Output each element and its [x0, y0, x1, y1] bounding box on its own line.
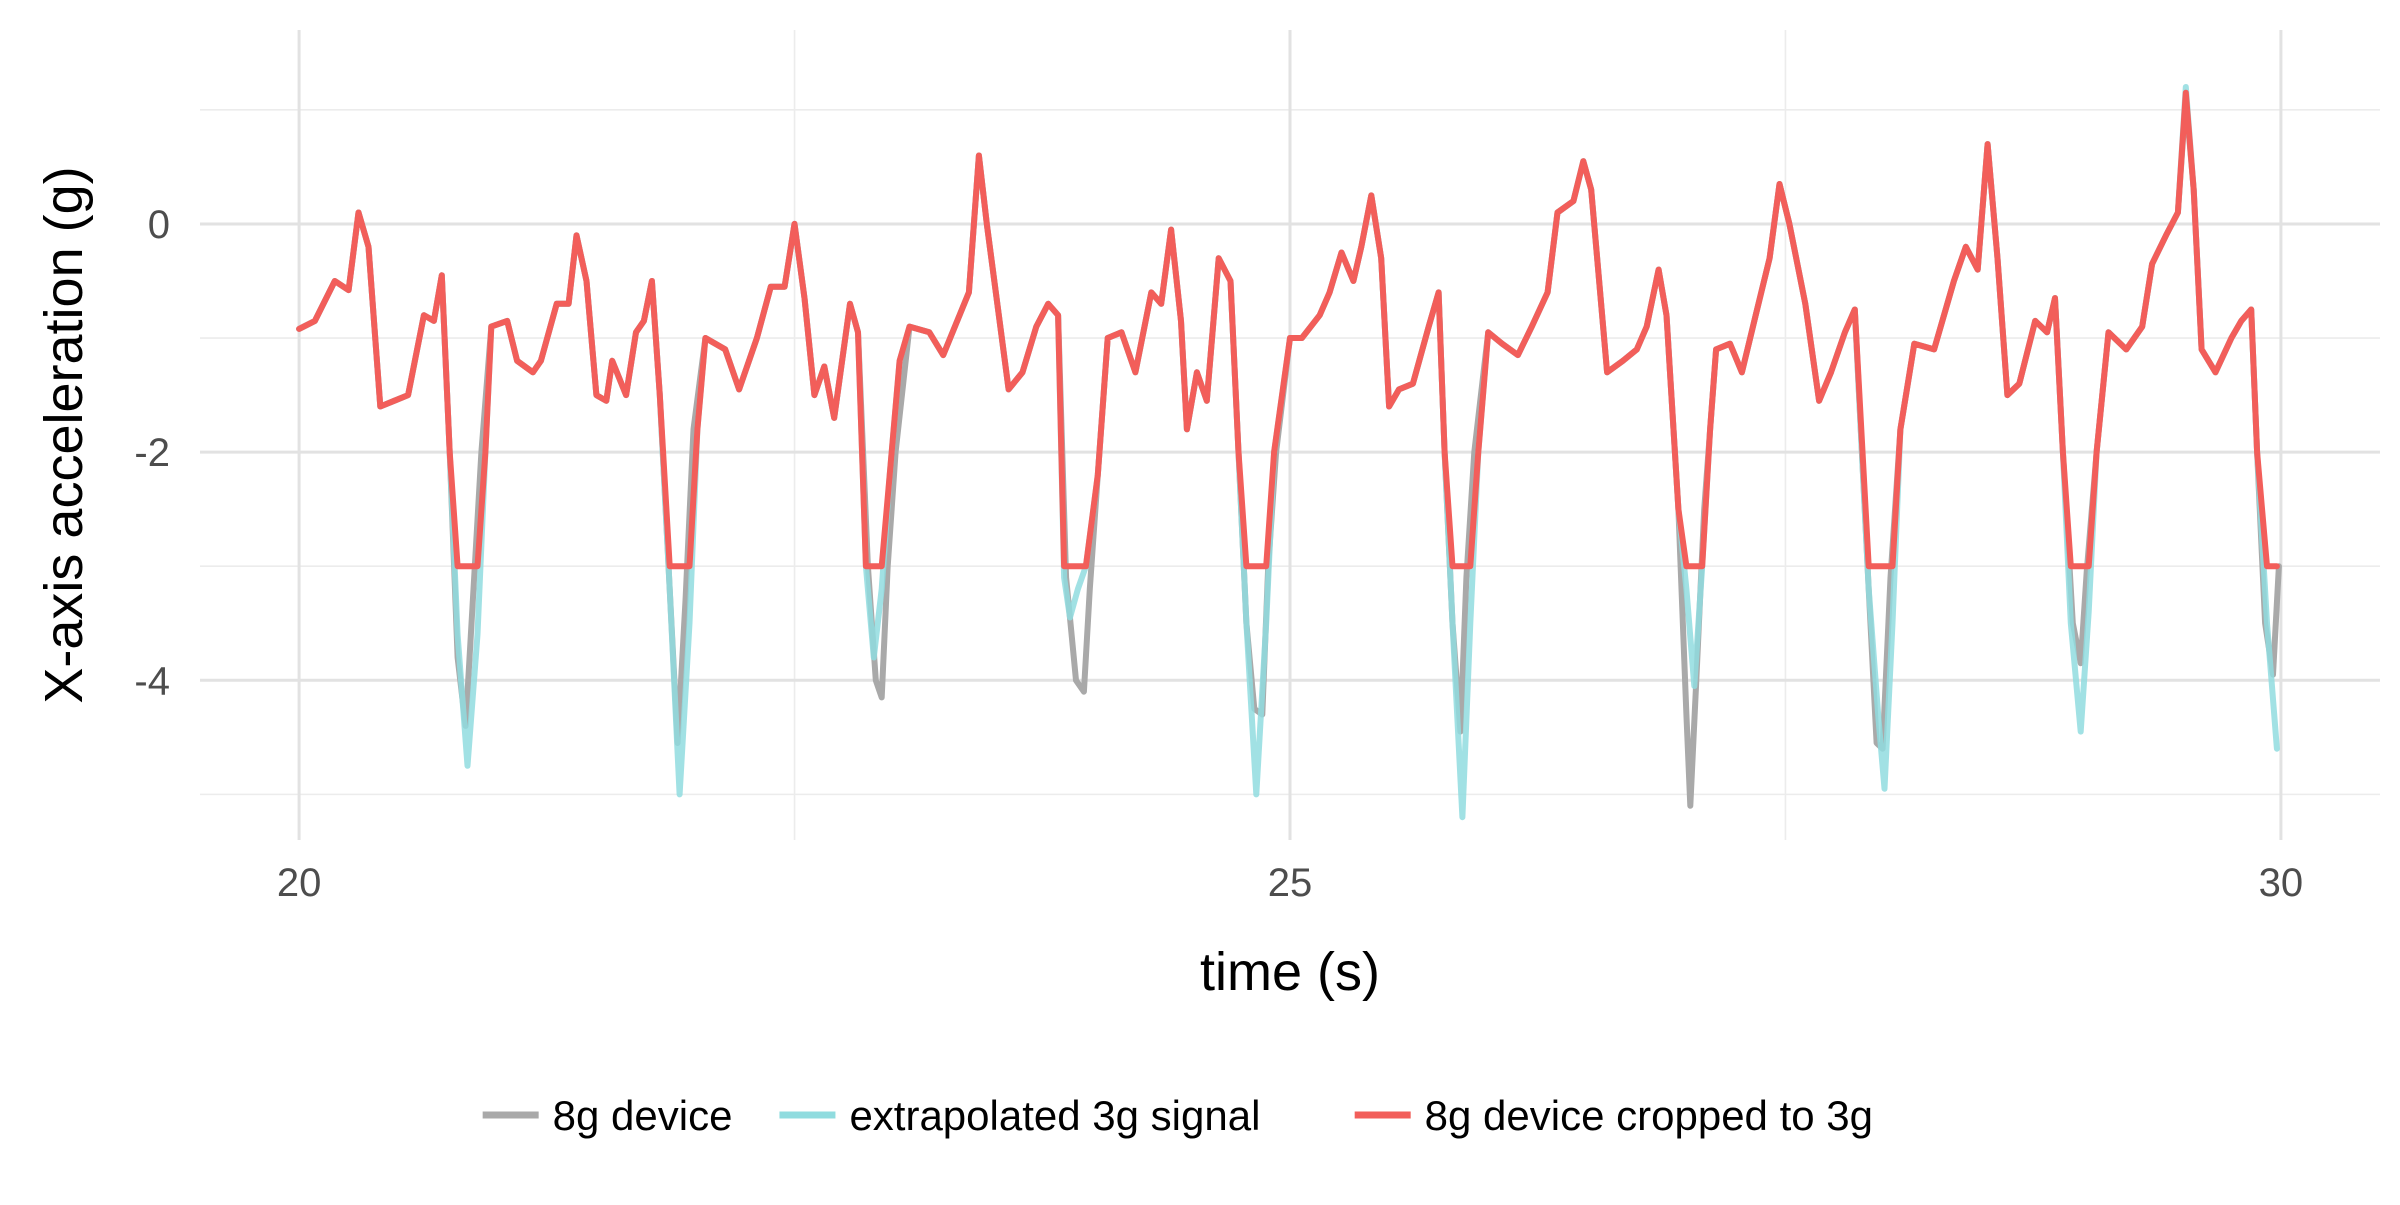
y-tick-label: -4 — [134, 659, 170, 703]
y-axis-title: X-axis acceleration (g) — [34, 166, 94, 703]
x-axis-ticks: 20 25 30 — [277, 861, 2303, 905]
legend-label: 8g device — [553, 1092, 733, 1139]
x-axis-title: time (s) — [1200, 942, 1380, 1002]
grid — [200, 30, 2380, 840]
x-tick-label: 25 — [1268, 861, 1313, 905]
series-line-8g-device-cropped-to-3g — [296, 89, 2280, 570]
legend-label: 8g device cropped to 3g — [1425, 1092, 1873, 1139]
y-axis-ticks: 0 -2 -4 — [134, 203, 170, 703]
legend-item-8g-device-cropped-to-3g: 8g device cropped to 3g — [1354, 1092, 1873, 1139]
legend-item-8g-device: 8g device — [482, 1092, 733, 1139]
legend-item-extrapolated-3g-signal: extrapolated 3g signal — [779, 1092, 1260, 1139]
legend: 8g device extrapolated 3g signal 8g device… — [482, 1092, 1873, 1139]
y-tick-label: -2 — [134, 431, 170, 475]
legend-label: extrapolated 3g signal — [849, 1092, 1260, 1139]
y-tick-label: 0 — [148, 203, 170, 247]
x-tick-label: 20 — [277, 861, 322, 905]
x-tick-label: 30 — [2259, 861, 2304, 905]
series-lines — [296, 84, 2282, 821]
